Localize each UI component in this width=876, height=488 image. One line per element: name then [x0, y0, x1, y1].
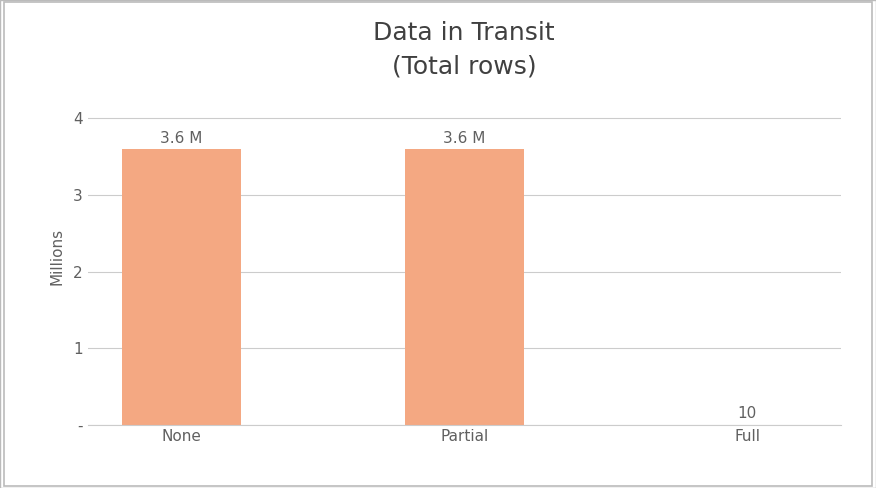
Bar [405, 149, 524, 425]
Title: Data in Transit
(Total rows): Data in Transit (Total rows) [373, 21, 555, 79]
Bar [122, 149, 241, 425]
Text: 3.6 M: 3.6 M [160, 131, 202, 146]
Text: 3.6 M: 3.6 M [443, 131, 485, 146]
Text: 10: 10 [738, 407, 757, 422]
Y-axis label: Millions: Millions [50, 227, 65, 285]
